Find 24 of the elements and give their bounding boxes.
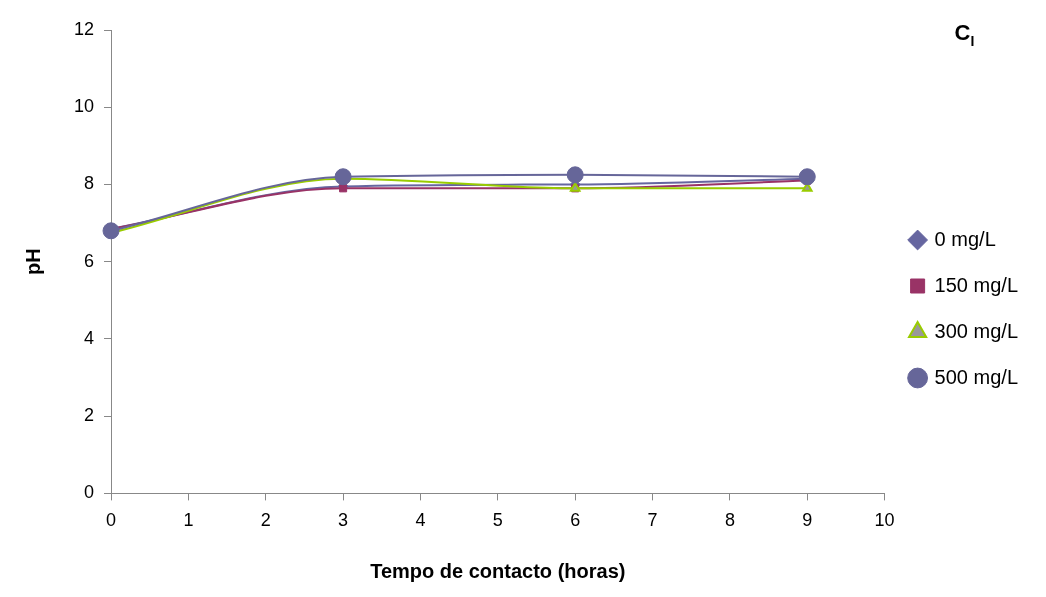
legend-label: 0 mg/L bbox=[934, 227, 996, 250]
x-tick-label: 10 bbox=[874, 510, 895, 531]
y-tick-label: 2 bbox=[84, 405, 95, 426]
x-tick-label: 6 bbox=[570, 510, 581, 531]
y-tick-label: 0 bbox=[84, 482, 95, 503]
y-tick-label: 4 bbox=[84, 327, 95, 348]
legend-label: 500 mg/L bbox=[934, 365, 1018, 388]
legend-label: 300 mg/L bbox=[934, 319, 1018, 342]
x-tick-label: 8 bbox=[724, 510, 735, 531]
y-tick-label: 12 bbox=[73, 18, 95, 39]
x-tick-label: 9 bbox=[802, 510, 813, 531]
y-tick-label: 10 bbox=[73, 96, 95, 117]
x-tick-label: 4 bbox=[415, 510, 426, 531]
x-tick-label: 5 bbox=[492, 510, 503, 531]
y-tick-label: 8 bbox=[84, 173, 95, 194]
x-tick-label: 7 bbox=[647, 510, 658, 531]
y-tick-label: 6 bbox=[84, 250, 95, 271]
x-tick-label: 3 bbox=[338, 510, 349, 531]
x-tick-label: 1 bbox=[183, 510, 194, 531]
x-tick-label: 2 bbox=[260, 510, 271, 531]
y-axis-title: pH bbox=[21, 248, 44, 276]
legend-label: 150 mg/L bbox=[934, 273, 1018, 296]
x-tick-label: 0 bbox=[106, 510, 117, 531]
x-axis-title: Tempo de contacto (horas) bbox=[370, 559, 626, 582]
